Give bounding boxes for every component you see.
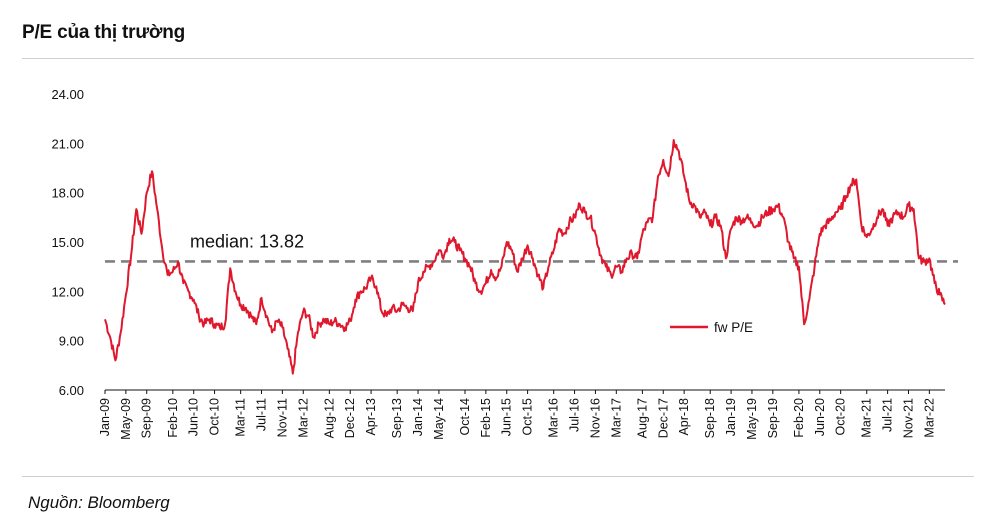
y-tick-label: 18.00 [51,186,84,201]
x-tick-label: Nov-11 [275,398,289,437]
x-tick-label: Jan-14 [411,398,425,436]
x-tick-label: Apr-18 [677,398,691,436]
chart-title: P/E của thị trường [22,22,186,43]
legend: fw P/E [670,320,753,335]
x-tick-label: Sep-19 [766,398,780,438]
x-tick-label: Nov-21 [901,398,915,438]
x-tick-label: Apr-13 [364,398,378,436]
x-tick-label: Jun-10 [187,398,201,436]
x-tick-label: Mar-17 [609,398,623,438]
title-divider [22,58,974,59]
x-tick-label: Jun-15 [500,398,514,436]
x-tick-label: May-19 [745,398,759,440]
y-axis: 24.00 21.00 18.00 15.00 12.00 9.00 6.00 [51,87,84,398]
x-tick-label: Oct-10 [208,398,222,436]
x-tick-label: Feb-20 [792,398,806,438]
x-tick-label: Oct-20 [834,398,848,436]
x-tick-label: Jan-19 [724,398,738,436]
x-tick-label: Sep-13 [390,398,404,438]
y-tick-label: 24.00 [51,87,84,102]
x-tick-label: Mar-12 [296,398,310,438]
x-tick-label: Jun-20 [813,398,827,436]
y-tick-label: 12.00 [51,284,84,299]
x-tick-label: Nov-16 [588,398,602,438]
x-tick-label: Sep-09 [140,398,154,438]
x-tick-label: Jul-11 [255,398,269,431]
x-tick-label: Oct-14 [458,398,472,436]
x-tick-label: Feb-15 [479,398,493,438]
y-tick-label: 9.00 [59,334,84,349]
y-tick-label: 21.00 [51,136,84,151]
y-tick-label: 6.00 [59,383,84,398]
x-tick-label: Aug-17 [635,398,649,438]
x-tick-label: May-14 [432,398,446,440]
x-tick-label: Jan-09 [98,398,112,436]
x-tick-label: Mar-11 [234,398,248,437]
x-tick-label: Jul-16 [568,398,582,432]
x-tick-label: Aug-12 [322,398,336,438]
series-line-fw-pe [104,139,946,375]
x-tick-label: Mar-21 [860,398,874,438]
legend-label: fw P/E [714,320,753,335]
x-tick-label: Oct-15 [521,398,535,436]
footer-divider [22,476,974,477]
x-tick-label: Dec-12 [343,398,357,438]
x-tick-label: Jul-21 [881,398,895,432]
x-tick-label: Mar-16 [547,398,561,438]
y-tick-label: 15.00 [51,235,84,250]
x-tick-label: Feb-10 [166,398,180,438]
x-tick-label: May-09 [119,398,133,440]
source-note: Nguồn: Bloomberg [28,493,170,512]
x-tick-label: Sep-18 [703,398,717,438]
median-label: median: 13.82 [190,231,304,251]
x-tick-label: Mar-22 [922,398,936,438]
x-axis: Jan-09 May-09 Sep-09 Feb-10 Jun-10 Oct-10 Mar-… [98,389,945,440]
x-tick-label: Dec-17 [656,398,670,438]
